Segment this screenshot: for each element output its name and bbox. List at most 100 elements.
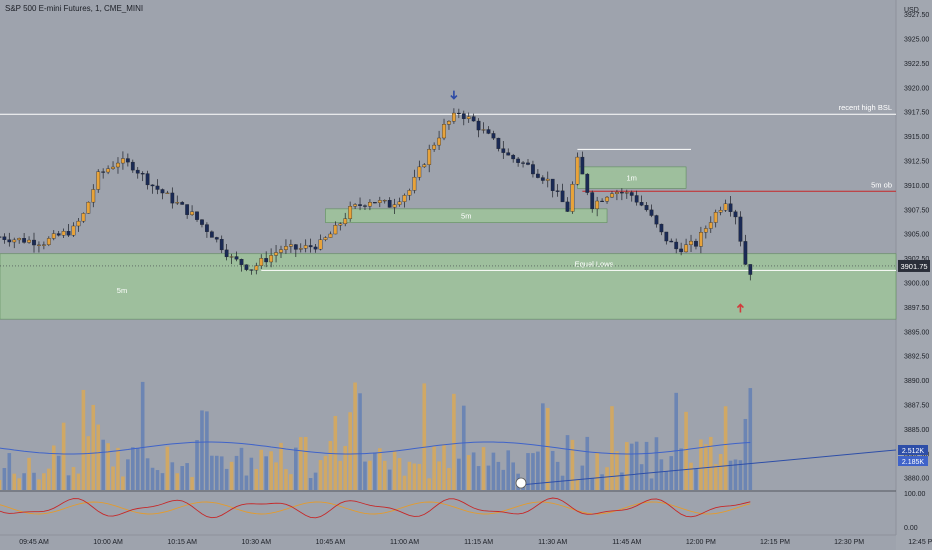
candle bbox=[382, 199, 387, 204]
candle bbox=[615, 189, 619, 201]
volume-bar bbox=[131, 447, 135, 490]
candle bbox=[387, 197, 392, 208]
time-tick-label: 11:15 AM bbox=[464, 539, 493, 546]
candle-body bbox=[506, 152, 511, 156]
time-tick-label: 11:00 AM bbox=[390, 539, 419, 546]
volume-bar bbox=[471, 452, 476, 490]
candle-body bbox=[318, 239, 323, 250]
candle bbox=[550, 178, 555, 198]
volume-bar bbox=[447, 467, 451, 490]
candle bbox=[432, 142, 437, 152]
volume-bar bbox=[0, 479, 2, 490]
candle bbox=[165, 190, 170, 194]
volume-bar bbox=[625, 442, 629, 490]
candle bbox=[328, 231, 333, 238]
volume-bar bbox=[743, 418, 748, 490]
volume-bar bbox=[392, 450, 397, 490]
candle bbox=[738, 211, 743, 247]
candle-body bbox=[338, 223, 343, 226]
candle-body bbox=[7, 239, 12, 243]
candle-body bbox=[0, 236, 2, 238]
candle-body bbox=[634, 195, 639, 203]
candle bbox=[27, 236, 31, 244]
candle-body bbox=[298, 248, 303, 250]
candle-body bbox=[723, 203, 728, 211]
candle bbox=[190, 205, 194, 216]
candle-body bbox=[91, 189, 96, 203]
candle bbox=[521, 161, 525, 168]
candle-body bbox=[348, 206, 353, 219]
price-tick-label: 3885.00 bbox=[904, 427, 929, 434]
candle bbox=[501, 141, 506, 159]
volume-bar bbox=[269, 451, 273, 490]
time-tick-label: 12:30 PM bbox=[834, 539, 864, 546]
price-tick-label: 3892.50 bbox=[904, 354, 929, 361]
volume-bar bbox=[412, 463, 417, 490]
candle bbox=[0, 236, 2, 238]
volume-bar bbox=[219, 456, 224, 490]
candle bbox=[491, 130, 496, 141]
candle-body bbox=[308, 245, 313, 248]
candle bbox=[461, 110, 466, 126]
candle-body bbox=[46, 238, 51, 245]
candle bbox=[51, 230, 56, 241]
candle bbox=[17, 237, 22, 244]
level-label: recent high BSL bbox=[839, 103, 892, 112]
volume-bar bbox=[333, 415, 338, 490]
candle-body bbox=[437, 137, 441, 146]
candle bbox=[284, 239, 288, 254]
candle-body bbox=[101, 171, 106, 173]
candle-body bbox=[116, 162, 120, 168]
volume-bar bbox=[674, 392, 678, 490]
candle bbox=[86, 201, 91, 214]
candle-body bbox=[545, 178, 550, 181]
time-tick-label: 10:00 AM bbox=[93, 539, 123, 546]
candle bbox=[699, 226, 703, 254]
candle-body bbox=[476, 120, 481, 131]
candle bbox=[145, 170, 150, 190]
price-tick-label: 3917.50 bbox=[904, 110, 929, 117]
candle bbox=[481, 122, 486, 134]
candle bbox=[318, 234, 323, 251]
price-tick-label: 3920.00 bbox=[904, 85, 929, 92]
volume-bar bbox=[402, 475, 407, 490]
zone-label: 5m bbox=[461, 212, 471, 221]
candle-body bbox=[728, 203, 733, 212]
volume-bar bbox=[501, 469, 506, 490]
candle bbox=[219, 235, 224, 254]
volume-bar bbox=[126, 459, 130, 490]
candle bbox=[531, 160, 535, 178]
candle-body bbox=[343, 218, 348, 225]
candle-body bbox=[328, 233, 333, 238]
candle-body bbox=[718, 209, 723, 213]
volume-bar bbox=[289, 474, 293, 490]
candle bbox=[229, 253, 234, 265]
volume-bar bbox=[101, 439, 105, 490]
candle bbox=[289, 239, 293, 253]
candle bbox=[407, 188, 412, 201]
volume-label-badge bbox=[898, 456, 928, 466]
volume-bar bbox=[664, 471, 669, 490]
candle-body bbox=[279, 249, 283, 253]
candle-body bbox=[170, 192, 175, 204]
demand-zone bbox=[0, 253, 897, 320]
volume-bar bbox=[699, 439, 703, 490]
candle bbox=[274, 244, 278, 263]
volume-bar bbox=[284, 469, 288, 490]
candle-body bbox=[674, 241, 679, 250]
price-tick-label: 3897.50 bbox=[904, 305, 929, 312]
volume-bar bbox=[407, 461, 412, 490]
candle bbox=[81, 212, 86, 223]
candle-body bbox=[61, 231, 66, 236]
candle bbox=[417, 160, 422, 181]
candle bbox=[348, 201, 353, 222]
volume-bar bbox=[274, 462, 278, 490]
volume-bar bbox=[452, 393, 456, 490]
volume-bar bbox=[545, 408, 550, 490]
candle-body bbox=[689, 240, 693, 245]
volume-bar bbox=[244, 475, 249, 490]
candle-body bbox=[644, 205, 649, 211]
candle bbox=[728, 196, 733, 217]
volume-bar bbox=[708, 436, 713, 490]
